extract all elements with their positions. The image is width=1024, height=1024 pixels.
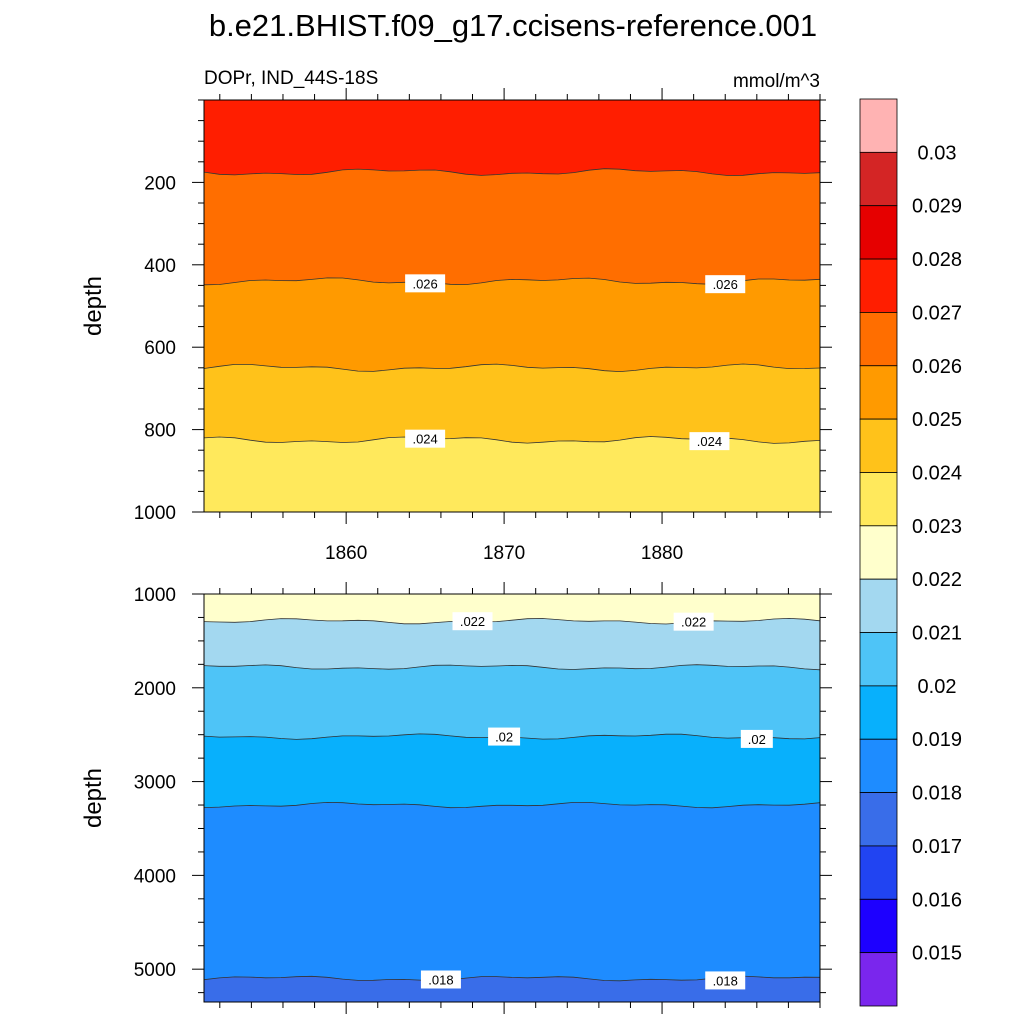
y-tick-label: 800 bbox=[144, 421, 176, 442]
x-tick-label: 1860 bbox=[325, 543, 367, 564]
y-tick-label: 1000 bbox=[134, 585, 176, 606]
contour-label-box bbox=[740, 729, 773, 748]
colorbar-swatch-12 bbox=[859, 685, 898, 740]
colorbar-swatch-16 bbox=[859, 898, 898, 954]
chart-subtitle-right: mmol/m^3 bbox=[733, 71, 820, 92]
x-tick-label: 1870 bbox=[483, 543, 525, 564]
contour-line-3 bbox=[203, 363, 821, 373]
y-tick-label: 1000 bbox=[134, 503, 176, 524]
contour-label-box bbox=[420, 970, 461, 989]
colorbar-swatch-7 bbox=[859, 418, 898, 473]
colorbar-swatch-13 bbox=[859, 738, 898, 793]
colorbar-label: 0.023 bbox=[912, 516, 962, 538]
contour-label-box bbox=[488, 727, 521, 746]
colorbar-label: 0.019 bbox=[912, 729, 962, 751]
colorbar-swatch-3 bbox=[859, 205, 898, 260]
contour-line-1 bbox=[203, 168, 821, 176]
contour-label: .022 bbox=[460, 614, 485, 629]
colorbar-label: 0.022 bbox=[912, 569, 962, 591]
y-tick-label: 2000 bbox=[134, 679, 176, 700]
contour-label-box bbox=[705, 275, 746, 294]
colorbar-swatch-10 bbox=[859, 578, 898, 633]
y-tick-label: 3000 bbox=[134, 773, 176, 794]
colorbar: 0.03 0.029 0.028 0.027 0.026 0.025 0.024 0.023 0… bbox=[859, 98, 962, 1007]
colorbar-label: 0.018 bbox=[912, 783, 962, 805]
colorbar-label: 0.03 bbox=[918, 142, 957, 164]
contour-line-1 bbox=[203, 617, 821, 625]
colorbar-swatch-11 bbox=[859, 632, 898, 687]
colorbar-swatch-4 bbox=[859, 258, 898, 313]
contour-label-box bbox=[705, 971, 746, 990]
upper-panel: 200 400 600 800 1000 1860 1870 1880 depth .026 .02… bbox=[80, 88, 832, 564]
colorbar-label: 0.029 bbox=[912, 196, 962, 218]
contour-band-5 bbox=[203, 802, 821, 982]
colorbar-label: 0.02 bbox=[918, 676, 957, 698]
colorbar-swatch-17 bbox=[859, 952, 898, 1007]
colorbar-swatch-15 bbox=[859, 845, 898, 900]
y-tick-label: 400 bbox=[144, 256, 176, 277]
colorbar-swatch-2 bbox=[859, 151, 898, 207]
lower-panel: 1000 2000 3000 4000 5000 depth .022 .022 .02 .02.… bbox=[80, 582, 832, 1014]
contour-band-4 bbox=[203, 363, 821, 444]
colorbar-swatch-6 bbox=[859, 365, 898, 420]
colorbar-swatch-9 bbox=[859, 525, 898, 580]
colorbar-label: 0.017 bbox=[912, 836, 962, 858]
x-tick-label: 1880 bbox=[641, 543, 683, 564]
y-tick-label: 4000 bbox=[134, 866, 176, 887]
plot-frame bbox=[203, 593, 821, 1003]
colorbar-label: 0.025 bbox=[912, 409, 962, 431]
contour-label: .024 bbox=[412, 432, 437, 447]
contour-label-box bbox=[689, 432, 730, 451]
contour-band-2 bbox=[203, 168, 821, 286]
contour-label-box bbox=[405, 429, 446, 448]
contour-label-box bbox=[673, 612, 714, 631]
chart-subtitle-left: DOPr, IND_44S-18S bbox=[204, 68, 378, 89]
contour-line-2 bbox=[203, 664, 821, 671]
colorbar-label: 0.015 bbox=[912, 943, 962, 965]
contour-label: .022 bbox=[681, 615, 706, 630]
colorbar-label: 0.026 bbox=[912, 356, 962, 378]
colorbar-label: 0.024 bbox=[912, 462, 962, 484]
colorbar-label: 0.021 bbox=[912, 623, 962, 645]
y-tick-label: 5000 bbox=[134, 960, 176, 981]
contour-label: .026 bbox=[412, 276, 437, 291]
colorbar-label: 0.016 bbox=[912, 889, 962, 911]
contour-band-2 bbox=[203, 618, 821, 671]
contour-label: .018 bbox=[428, 972, 453, 987]
y-tick-label: 200 bbox=[144, 173, 176, 194]
colorbar-swatch-8 bbox=[859, 472, 898, 527]
contour-label-box bbox=[405, 274, 446, 293]
contour-line-4 bbox=[203, 801, 821, 809]
contour-label: .026 bbox=[713, 277, 738, 292]
contour-band-1 bbox=[203, 99, 821, 176]
colorbar-swatch-14 bbox=[859, 792, 898, 847]
colorbar-label: 0.027 bbox=[912, 302, 962, 324]
contour-label: .018 bbox=[713, 973, 738, 988]
y-tick-label: 600 bbox=[144, 338, 176, 359]
colorbar-swatch-1 bbox=[859, 98, 898, 153]
contour-label: .024 bbox=[697, 434, 722, 449]
colorbar-swatch-5 bbox=[859, 312, 898, 367]
y-axis-label: depth bbox=[80, 276, 107, 336]
colorbar-label: 0.028 bbox=[912, 249, 962, 271]
contour-label: .02 bbox=[748, 732, 766, 747]
contour-label-box bbox=[452, 612, 493, 631]
chart-title: b.e21.BHIST.f09_g17.ccisens-reference.00… bbox=[209, 8, 817, 43]
contour-label: .02 bbox=[495, 730, 513, 745]
y-axis-label: depth bbox=[80, 768, 107, 828]
